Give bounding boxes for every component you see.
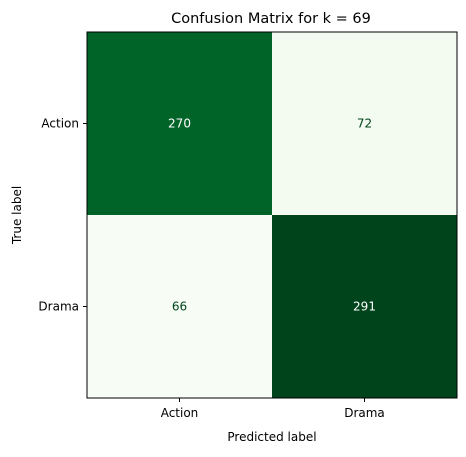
chart-title: Confusion Matrix for k = 69 bbox=[171, 11, 371, 27]
x-tick-label: Action bbox=[161, 406, 199, 420]
matrix-cell-labels: 270 72 66 291 bbox=[168, 117, 376, 314]
plot-frame bbox=[86, 31, 458, 399]
x-tick-label: Drama bbox=[344, 406, 385, 420]
matrix-cell-0-1 bbox=[272, 32, 458, 216]
y-axis-ticks: Action Drama bbox=[38, 117, 87, 314]
matrix-cell-value-1-1: 291 bbox=[353, 300, 376, 314]
matrix-cell-1-0 bbox=[87, 215, 273, 399]
matrix-cell-1-1 bbox=[272, 215, 458, 399]
x-axis-label: Predicted label bbox=[227, 430, 316, 444]
y-tick-label: Drama bbox=[38, 300, 79, 314]
y-axis-label: True label bbox=[10, 186, 24, 245]
matrix-cell-0-0 bbox=[87, 32, 273, 216]
y-tick-label: Action bbox=[41, 117, 79, 131]
x-axis-ticks: Action Drama bbox=[161, 398, 385, 420]
matrix-cell-value-0-1: 72 bbox=[357, 117, 372, 131]
matrix-cell-value-0-0: 270 bbox=[168, 117, 191, 131]
matrix-cells bbox=[87, 32, 458, 399]
matrix-cell-value-1-0: 66 bbox=[172, 300, 187, 314]
